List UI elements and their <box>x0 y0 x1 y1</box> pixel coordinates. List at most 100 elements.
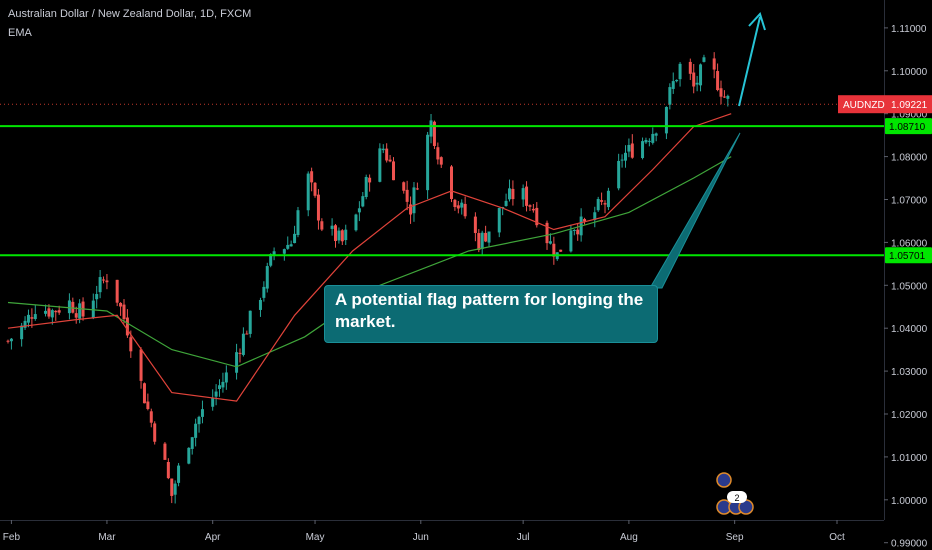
candle-up <box>197 416 201 425</box>
x-tick-label: Jul <box>517 532 530 543</box>
candle-down <box>119 302 123 307</box>
candle-down <box>528 205 532 207</box>
x-tick-label: Feb <box>3 532 21 543</box>
symbol-title: Australian Dollar / New Zealand Dollar, … <box>8 8 252 20</box>
candle-up <box>695 82 699 85</box>
candle-down <box>170 478 174 496</box>
y-tick-label: 1.09000 <box>891 110 928 121</box>
candle-down <box>688 61 692 74</box>
candle-up <box>675 79 679 82</box>
last-price-value: 1.09221 <box>891 100 928 111</box>
candle-up <box>23 320 27 328</box>
candle-up <box>647 140 651 142</box>
y-tick-label: 1.06000 <box>891 238 928 249</box>
candle-up <box>258 299 262 310</box>
y-tick-label: 1.11000 <box>891 24 927 35</box>
candle-down <box>552 243 556 257</box>
last-price-symbol: AUDNZD <box>843 100 885 111</box>
candle-up <box>9 338 13 342</box>
x-tick-label: Oct <box>829 532 845 543</box>
y-tick-label: 1.00000 <box>891 496 928 507</box>
candle-up <box>224 372 228 383</box>
candle-up <box>678 63 682 80</box>
level-price-label: 1.05701 <box>889 251 926 262</box>
candle-up <box>426 134 430 191</box>
candle-up <box>214 391 218 397</box>
candle-up <box>620 159 624 161</box>
candle-up <box>337 230 341 241</box>
candle-down <box>54 310 58 313</box>
candle-up <box>623 152 627 161</box>
candle-down <box>456 205 460 209</box>
candle-down <box>722 96 726 98</box>
candle-down <box>449 166 453 199</box>
candle-down <box>405 189 409 202</box>
candle-up <box>641 141 645 158</box>
price-axis-bg <box>884 0 932 550</box>
candle-up <box>248 310 252 334</box>
event-markers: 2 <box>716 472 754 515</box>
candle-down <box>716 71 720 91</box>
candle-down <box>30 317 34 319</box>
candle-up <box>286 244 290 249</box>
y-tick-label: 1.02000 <box>891 410 928 421</box>
candle-up <box>344 229 348 241</box>
candle-down <box>409 204 413 215</box>
candle-up <box>26 314 30 323</box>
candle-down <box>334 225 338 241</box>
candle-down <box>719 88 723 97</box>
candle-down <box>153 423 157 442</box>
candle-down <box>525 186 529 206</box>
ema-fast-line <box>7 113 732 402</box>
candle-down <box>74 313 78 318</box>
candle-up <box>569 230 573 252</box>
indicator-label[interactable]: EMA <box>8 27 32 39</box>
flag-pattern-callout[interactable]: A potential flag pattern for longing the… <box>324 285 658 343</box>
candle-up <box>354 214 358 231</box>
y-tick-label: 1.07000 <box>891 195 928 206</box>
candle-up <box>200 409 204 417</box>
candle-up <box>412 187 416 214</box>
candle-up <box>330 225 334 229</box>
candle-up <box>548 241 552 244</box>
candle-up <box>381 148 385 151</box>
candle-up <box>651 133 655 143</box>
candle-down <box>125 317 129 336</box>
candle-up <box>218 385 222 390</box>
arrow-head <box>748 12 766 31</box>
candle-up <box>91 300 95 318</box>
candle-down <box>453 199 457 207</box>
candle-down <box>166 462 170 479</box>
candle-down <box>238 352 242 354</box>
candle-up <box>265 266 269 289</box>
candle-up <box>282 249 286 254</box>
candle-up <box>654 133 658 136</box>
candle-down <box>385 148 389 161</box>
candle-up <box>194 423 198 438</box>
candle-down <box>320 221 324 230</box>
x-tick-label: Apr <box>205 532 221 543</box>
candles <box>6 52 730 504</box>
candle-up <box>364 176 368 197</box>
candle-down <box>511 188 515 200</box>
x-tick-label: Sep <box>726 532 744 543</box>
candle-down <box>559 249 563 252</box>
candle-up <box>289 244 293 247</box>
candle-down <box>57 310 61 313</box>
candle-up <box>487 231 491 243</box>
candle-up <box>596 199 600 211</box>
candle-down <box>388 159 392 162</box>
candle-up <box>98 277 102 293</box>
y-tick-label: 1.01000 <box>891 453 928 464</box>
candle-up <box>78 303 82 319</box>
last-price-tag <box>838 95 932 114</box>
candle-up <box>606 190 610 208</box>
candle-up <box>504 200 508 206</box>
candle-down <box>603 203 607 205</box>
candle-up <box>521 188 525 200</box>
candle-up <box>211 397 215 407</box>
event-badge <box>727 491 747 503</box>
candle-down <box>142 383 146 404</box>
y-tick-label: 1.10000 <box>891 67 928 78</box>
